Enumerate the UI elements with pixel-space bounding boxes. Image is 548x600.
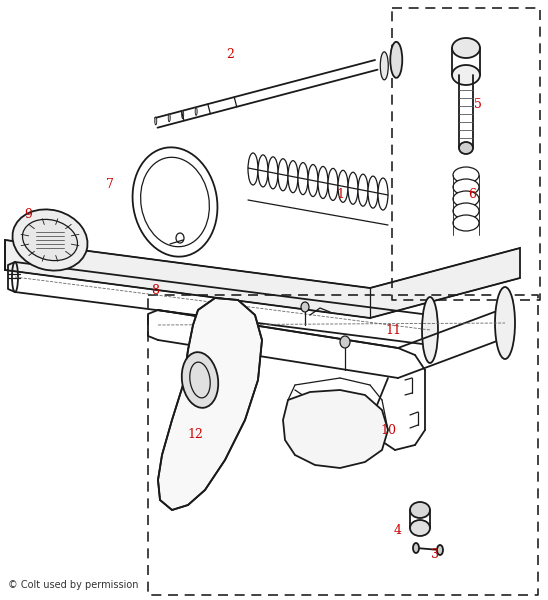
Ellipse shape xyxy=(168,114,170,122)
Text: 3: 3 xyxy=(431,548,439,562)
Text: 10: 10 xyxy=(380,424,396,437)
Text: © Colt used by permission: © Colt used by permission xyxy=(8,580,139,590)
Ellipse shape xyxy=(13,209,88,271)
Ellipse shape xyxy=(155,117,157,125)
Ellipse shape xyxy=(22,220,77,260)
Ellipse shape xyxy=(413,543,419,553)
Ellipse shape xyxy=(422,297,438,363)
Text: 2: 2 xyxy=(226,49,234,61)
Ellipse shape xyxy=(182,110,184,119)
Ellipse shape xyxy=(278,159,288,191)
Text: 6: 6 xyxy=(468,188,476,202)
Ellipse shape xyxy=(195,107,197,115)
Ellipse shape xyxy=(453,203,479,219)
Polygon shape xyxy=(5,240,520,318)
Ellipse shape xyxy=(459,142,473,154)
Ellipse shape xyxy=(380,52,389,80)
Ellipse shape xyxy=(258,155,268,187)
Ellipse shape xyxy=(288,161,298,193)
Ellipse shape xyxy=(328,169,338,200)
Ellipse shape xyxy=(340,336,350,348)
Text: 9: 9 xyxy=(24,208,32,221)
Ellipse shape xyxy=(298,163,308,194)
Text: 1: 1 xyxy=(336,188,344,202)
Ellipse shape xyxy=(437,545,443,555)
Ellipse shape xyxy=(410,502,430,518)
Ellipse shape xyxy=(182,352,218,408)
Ellipse shape xyxy=(308,164,318,197)
Ellipse shape xyxy=(453,167,479,183)
Ellipse shape xyxy=(248,153,258,185)
Ellipse shape xyxy=(268,157,278,189)
Polygon shape xyxy=(158,298,262,510)
Text: 7: 7 xyxy=(106,179,114,191)
Ellipse shape xyxy=(358,174,368,206)
Ellipse shape xyxy=(378,178,388,210)
Ellipse shape xyxy=(318,166,328,199)
Text: 4: 4 xyxy=(394,523,402,536)
Ellipse shape xyxy=(348,172,358,204)
Polygon shape xyxy=(283,390,388,468)
Ellipse shape xyxy=(390,42,402,78)
Ellipse shape xyxy=(410,520,430,536)
PathPatch shape xyxy=(158,298,262,510)
Ellipse shape xyxy=(495,287,515,359)
Ellipse shape xyxy=(452,65,480,85)
Ellipse shape xyxy=(453,179,479,195)
Ellipse shape xyxy=(453,191,479,207)
Text: 12: 12 xyxy=(187,428,203,442)
Text: 11: 11 xyxy=(385,323,401,337)
Ellipse shape xyxy=(453,215,479,231)
Text: 8: 8 xyxy=(151,283,159,296)
Ellipse shape xyxy=(452,38,480,58)
Ellipse shape xyxy=(368,176,378,208)
Ellipse shape xyxy=(338,170,348,202)
Text: 5: 5 xyxy=(474,98,482,112)
Ellipse shape xyxy=(301,302,309,312)
